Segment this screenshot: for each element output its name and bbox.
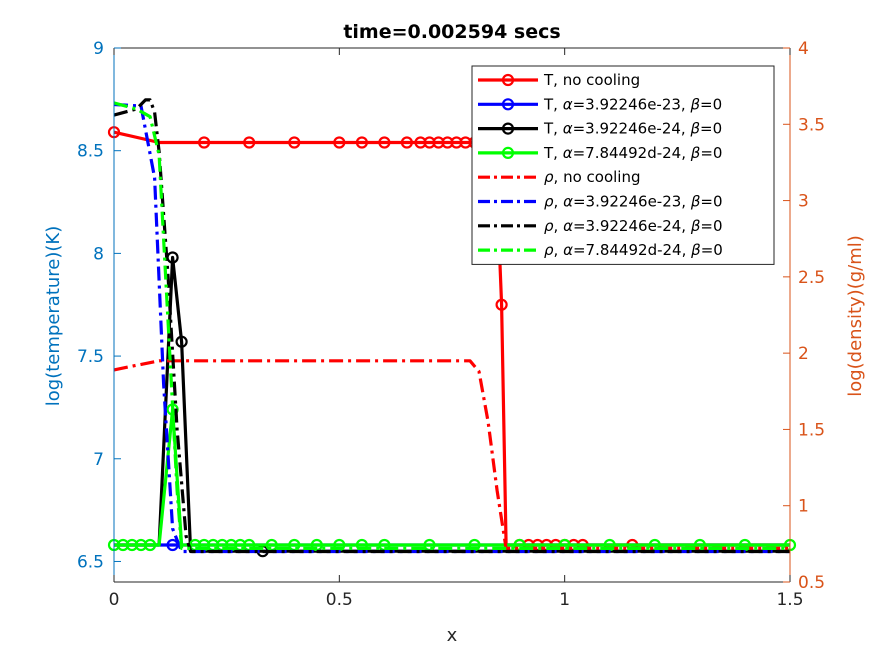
legend-marker	[501, 122, 515, 135]
y-right-tick-label: 2.5	[798, 268, 825, 288]
data-point	[243, 136, 256, 149]
legend-entry-5: ρ, α=3.92246e-23, β=0	[478, 193, 723, 211]
series-line-no-cooling	[113, 359, 790, 551]
y-left-tick-label: 7.5	[77, 347, 104, 367]
legend-entry-1: T, α=3.92246e-23, β=0	[478, 95, 722, 113]
x-tick-label: 0	[109, 590, 120, 610]
y-right-tick-label: 2	[798, 344, 809, 364]
legend-entry-6: ρ, α=3.92246e-24, β=0	[478, 217, 723, 235]
y-axis-left-label: log(temperature)(K)	[43, 226, 64, 406]
y-left-tick-label: 9	[93, 39, 104, 59]
legend-marker	[501, 73, 515, 87]
series-line-3-92246e-23-0	[113, 102, 790, 554]
y-right-tick-label: 1.5	[798, 420, 825, 440]
legend-marker	[501, 146, 515, 159]
y-right-tick-label: 4	[798, 39, 809, 59]
x-axis-label: x	[447, 625, 458, 646]
y-left-tick-label: 8	[93, 244, 104, 264]
legend-box	[471, 65, 775, 265]
legend-label: ρ, no cooling	[544, 168, 640, 186]
legend-entry-3: T, α=7.84492d-24, β=0	[478, 144, 722, 162]
data-point	[175, 335, 188, 348]
legend-label: T, α=3.92246e-24, β=0	[543, 120, 722, 138]
data-point	[400, 136, 413, 149]
legend-label: T, no cooling	[543, 71, 640, 89]
legend-entry-0: T, no cooling	[478, 71, 640, 89]
y-axis-right-label: log(density)(g/ml)	[845, 235, 866, 397]
series-7	[113, 101, 790, 551]
x-tick-label: 0.5	[326, 590, 353, 610]
chart-title: time=0.002594 secs	[343, 21, 560, 43]
data-point	[378, 136, 391, 149]
legend-label: ρ, α=3.92246e-24, β=0	[544, 217, 723, 235]
x-tick-label: 1.5	[776, 590, 803, 610]
legend: T, no cooling T, α=3.92246e-23, β=0 T, α=3…	[471, 65, 775, 265]
y-left-tick-label: 7	[93, 450, 104, 470]
legend-label: ρ, α=7.84492d-24, β=0	[544, 241, 723, 259]
y-left-tick-label: 8.5	[77, 142, 104, 162]
y-right-tick-label: 0.5	[798, 573, 825, 593]
data-point	[355, 136, 368, 149]
y-right-tick-label: 1	[798, 497, 809, 517]
y-right-tick-label: 3	[798, 192, 809, 212]
axes-layer: 0 0.5 1 1.5 6.5 7 7.5 8 8.5 9 0.5 1 1.5 2 2.5 3 3.5 4	[77, 39, 825, 610]
series-layer	[107, 98, 797, 558]
data-point	[198, 136, 211, 149]
data-point	[144, 538, 157, 552]
data-point	[333, 136, 346, 149]
series-line-7-84492d-24-0	[113, 101, 790, 551]
data-point	[288, 136, 301, 149]
y-right-tick-label: 3.5	[798, 115, 825, 135]
legend-marker	[501, 98, 515, 111]
legend-entry-2: T, α=3.92246e-24, β=0	[478, 120, 722, 138]
data-point	[495, 298, 508, 311]
legend-entry-4: ρ, no cooling	[478, 168, 640, 186]
series-4	[113, 359, 790, 551]
series-5	[113, 102, 790, 554]
y-left-tick-label: 6.5	[77, 552, 104, 572]
legend-label: T, α=3.92246e-23, β=0	[543, 95, 722, 113]
legend-label: ρ, α=3.92246e-23, β=0	[544, 193, 723, 211]
legend-entry-7: ρ, α=7.84492d-24, β=0	[478, 241, 723, 259]
legend-label: T, α=7.84492d-24, β=0	[543, 144, 722, 162]
x-tick-label: 1	[559, 590, 570, 610]
